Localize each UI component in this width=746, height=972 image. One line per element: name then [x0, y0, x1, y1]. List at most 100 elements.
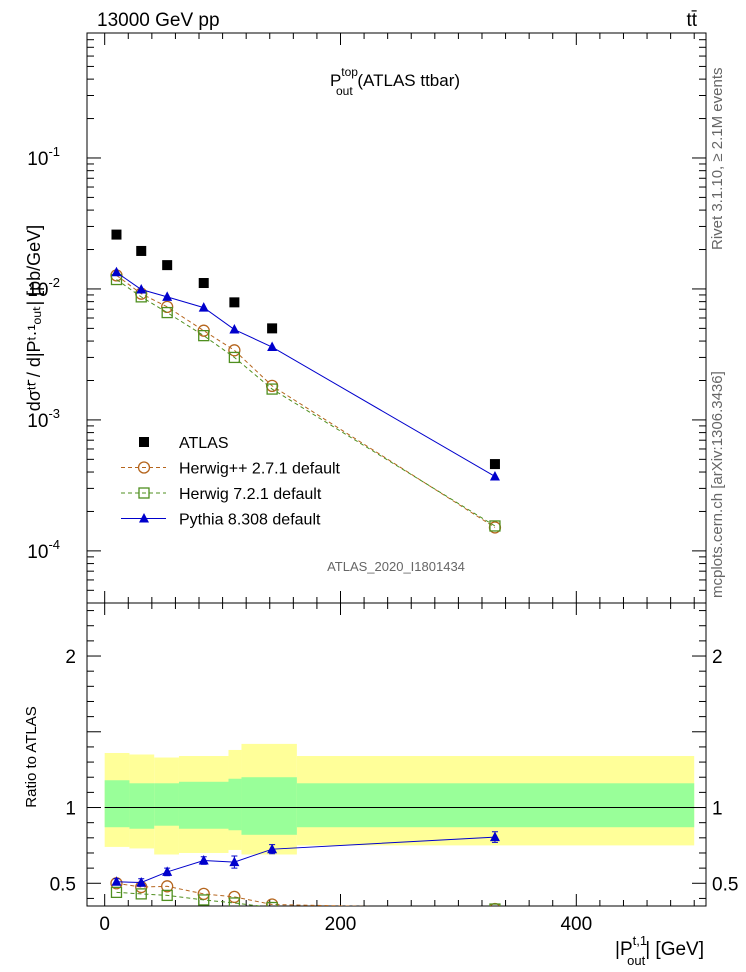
ratio-point-herwig-2-7-1-default: [228, 890, 241, 904]
main-ylabel: dσᵗᵗ̄ / d|Pᵗ·¹ₒᵤₜ| [pb/GeV]: [24, 225, 44, 411]
y-tick-base: 10: [27, 542, 48, 563]
data-point-pythia-8-308-default: [111, 266, 122, 277]
ratio-point-herwig-2-7-1-default: [197, 887, 210, 901]
y-tick-exp: -4: [48, 537, 60, 552]
data-point-pythia-8-308-default: [162, 291, 173, 301]
main-axes: 10-410-310-210-1: [27, 32, 707, 604]
ratio-point-herwig-2-7-1-default: [489, 902, 501, 906]
ratio-point-herwig-7-2-1-default: [110, 886, 123, 899]
legend-label: Pythia 8.308 default: [179, 512, 321, 529]
data-point-atlas: [162, 260, 173, 271]
legend-label: Herwig++ 2.7.1 default: [179, 461, 341, 478]
data-point-herwig-2-7-1-default: [228, 344, 241, 357]
ratio-y-tick-label-right: 2: [712, 647, 723, 668]
ratio-point-herwig-7-2-1-default: [489, 903, 501, 906]
xlabel-sup: t,1: [633, 933, 647, 948]
ratio-point-pythia-8-308-default: [229, 856, 240, 867]
ratio-axes: 0 200 400 0.5 0.5 1 1 2 2: [50, 602, 738, 935]
series-line-pythia-8-308-default: [116, 271, 496, 477]
data-point-herwig-7-2-1-default: [161, 306, 173, 319]
x-tick-label: 0: [99, 914, 110, 935]
ratio-point-herwig-7-2-1-default: [161, 889, 173, 902]
series-line-herwig-7-2-1-default: [116, 279, 496, 527]
ratio-ylabel: Ratio to ATLAS: [23, 706, 40, 807]
ratio-y-tick-label-left: 2: [65, 647, 76, 668]
data-point-pythia-8-308-default: [198, 302, 209, 312]
main-title: Ptop out (ATLAS ttbar): [330, 65, 460, 98]
ratio-point-pythia-8-308-default: [198, 855, 209, 865]
legend-marker: [138, 487, 150, 499]
analysis-watermark: ATLAS_2020_I1801434: [327, 559, 465, 574]
ratio-line-herwig-7-2-1-default: [116, 891, 264, 906]
header-left: 13000 GeV pp: [97, 10, 220, 31]
data-point-atlas: [229, 297, 240, 308]
ratio-data: [110, 831, 501, 906]
uncertainty-band-green: [241, 777, 297, 835]
ratio-point-pythia-8-308-default: [162, 866, 173, 876]
y-tick-label: 10-3: [27, 406, 60, 432]
uncertainty-band-green: [154, 783, 179, 826]
ratio-point-herwig-7-2-1-default: [198, 894, 210, 906]
y-tick-base: 10: [27, 411, 48, 432]
uncertainty-band-green: [178, 781, 229, 829]
data-point-atlas: [489, 459, 500, 470]
uncertainty-band-green: [296, 783, 695, 828]
header-right: tt̄: [686, 10, 697, 31]
title-main: P: [330, 71, 341, 90]
xlabel-main: |P: [615, 939, 633, 960]
rivet-label: Rivet 3.1.10, ≥ 2.1M events: [709, 68, 726, 251]
y-tick-base: 10: [27, 149, 48, 170]
y-tick-label: 10-1: [27, 144, 60, 170]
legend-marker: [139, 513, 149, 523]
ratio-point-herwig-7-2-1-default: [135, 888, 147, 900]
title-rest: (ATLAS ttbar): [353, 71, 460, 90]
y-tick-exp: -3: [48, 406, 60, 421]
data-point-pythia-8-308-default: [229, 324, 240, 334]
xlabel-sub: out: [627, 953, 645, 968]
uncertainty-band-green: [104, 780, 130, 828]
ratio-point-pythia-8-308-default: [136, 877, 147, 887]
uncertainty-band-green: [129, 783, 155, 829]
ratio-y-tick-label-right: 0.5: [712, 874, 738, 895]
legend-label: ATLAS: [179, 435, 229, 452]
ratio-bands: [104, 743, 695, 855]
ratio-y-tick-label-left: 0.5: [50, 874, 76, 895]
data-point-herwig-7-2-1-default: [198, 329, 210, 342]
data-point-pythia-8-308-default: [267, 341, 278, 352]
x-tick-label: 400: [560, 914, 592, 935]
y-tick-exp: -1: [48, 144, 60, 159]
y-tick-exp: -2: [48, 275, 60, 290]
uncertainty-band-green: [228, 778, 242, 831]
xlabel-rest: | [GeV]: [645, 939, 704, 960]
data-point-atlas: [136, 245, 147, 256]
data-point-atlas: [267, 323, 278, 334]
data-point-herwig-2-7-1-default: [161, 300, 174, 313]
ratio-line-herwig-2-7-1-default: [116, 882, 371, 906]
title-sub: out: [336, 84, 353, 98]
ratio-point-pythia-8-308-default: [489, 831, 500, 842]
ratio-point-herwig-2-7-1-default: [161, 880, 174, 893]
y-tick-label: 10-2: [27, 275, 60, 301]
y-tick-label: 10-4: [27, 537, 60, 563]
main-data: [110, 229, 502, 534]
data-point-pythia-8-308-default: [136, 284, 147, 294]
legend: ATLAS Herwig++ 2.7.1 default Herwig 7.2.1 …: [121, 435, 341, 529]
ratio-point-pythia-8-308-default: [111, 876, 122, 886]
legend-marker: [139, 437, 149, 447]
data-point-herwig-7-2-1-default: [228, 351, 241, 364]
mcplots-label: mcplots.cern.ch [arXiv:1306.3436]: [709, 371, 726, 598]
ratio-frame: [86, 602, 707, 907]
legend-label: Herwig 7.2.1 default: [179, 486, 322, 503]
x-axis-label: |Pt,1 out| [GeV]: [615, 933, 704, 968]
series-line-herwig-2-7-1-default: [116, 274, 496, 528]
ratio-point-pythia-8-308-default: [267, 843, 278, 854]
data-point-herwig-7-2-1-default: [266, 383, 278, 395]
ratio-point-herwig-7-2-1-default: [266, 901, 278, 906]
x-tick-label: 200: [325, 914, 357, 935]
ratio-y-tick-label-right: 1: [712, 799, 723, 820]
legend-marker: [137, 461, 151, 474]
data-point-herwig-7-2-1-default: [489, 520, 501, 532]
data-point-atlas: [111, 229, 122, 240]
ratio-y-tick-label-left: 1: [65, 799, 76, 820]
